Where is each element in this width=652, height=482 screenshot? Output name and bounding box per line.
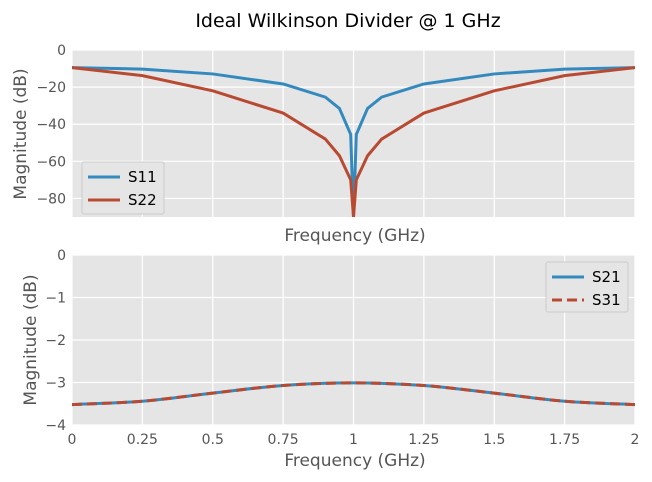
top-plot-ticks: 0 −20 −40 −60 −80 bbox=[36, 43, 66, 207]
top-plot-series bbox=[72, 66, 635, 217]
top-ytick-label: 0 bbox=[57, 43, 66, 59]
bottom-xtick-label: 1.5 bbox=[483, 432, 505, 448]
top-legend-label-s11: S11 bbox=[128, 168, 157, 186]
bottom-ytick-label: −3 bbox=[45, 376, 66, 392]
top-plot: 0 −20 −40 −60 −80 Frequency (GHz) Magnitude … bbox=[11, 43, 636, 246]
bottom-xtick-label: 1.25 bbox=[408, 432, 439, 448]
bottom-ytick-label: 0 bbox=[57, 248, 66, 264]
bottom-legend-box bbox=[545, 261, 629, 313]
top-legend-label-s22: S22 bbox=[128, 191, 157, 209]
top-ytick-label: −60 bbox=[36, 154, 66, 170]
bottom-xtick-label: 1.75 bbox=[549, 432, 580, 448]
bottom-ytick-label: −4 bbox=[45, 418, 66, 434]
bottom-xtick-label: 2 bbox=[631, 432, 640, 448]
top-ytick-label: −20 bbox=[36, 80, 66, 96]
bottom-ytick-label: −2 bbox=[45, 333, 66, 349]
bottom-plot-series bbox=[72, 381, 635, 407]
bottom-ytick-label: −1 bbox=[45, 291, 66, 307]
top-plot-xlabel: Frequency (GHz) bbox=[284, 226, 425, 246]
bottom-plot: 0−1−2−3−40 0.25 0.5 0.75 1 1.25 1.5 1.75 2 Frequ… bbox=[21, 248, 639, 471]
bottom-xtick-label: 0.25 bbox=[127, 432, 158, 448]
bottom-plot-grid bbox=[71, 254, 636, 426]
top-plot-grid bbox=[71, 49, 636, 217]
bottom-legend-label-s31: S31 bbox=[592, 291, 621, 309]
bottom-series-s31-line bbox=[72, 381, 635, 407]
bottom-xtick-label: 1 bbox=[349, 432, 358, 448]
bottom-xtick-label: 0 bbox=[68, 432, 77, 448]
bottom-xtick-label: 0.75 bbox=[268, 432, 299, 448]
bottom-plot-xlabel: Frequency (GHz) bbox=[284, 451, 425, 471]
bottom-plot-ylabel: Magnitude (dB) bbox=[21, 274, 41, 405]
top-ytick-label: −40 bbox=[36, 117, 66, 133]
top-ytick-label: −80 bbox=[36, 191, 66, 207]
figure-title: Ideal Wilkinson Divider @ 1 GHz bbox=[195, 10, 500, 32]
bottom-legend-label-s21: S21 bbox=[592, 268, 621, 286]
bottom-xtick-label: 0.5 bbox=[202, 432, 224, 448]
bottom-plot-ticks: 0−1−2−3−40 0.25 0.5 0.75 1 1.25 1.5 1.75 2 bbox=[45, 248, 639, 448]
top-series-s22-line bbox=[72, 66, 635, 217]
top-plot-ylabel: Magnitude (dB) bbox=[11, 68, 31, 199]
top-series-s11-line bbox=[72, 66, 635, 217]
